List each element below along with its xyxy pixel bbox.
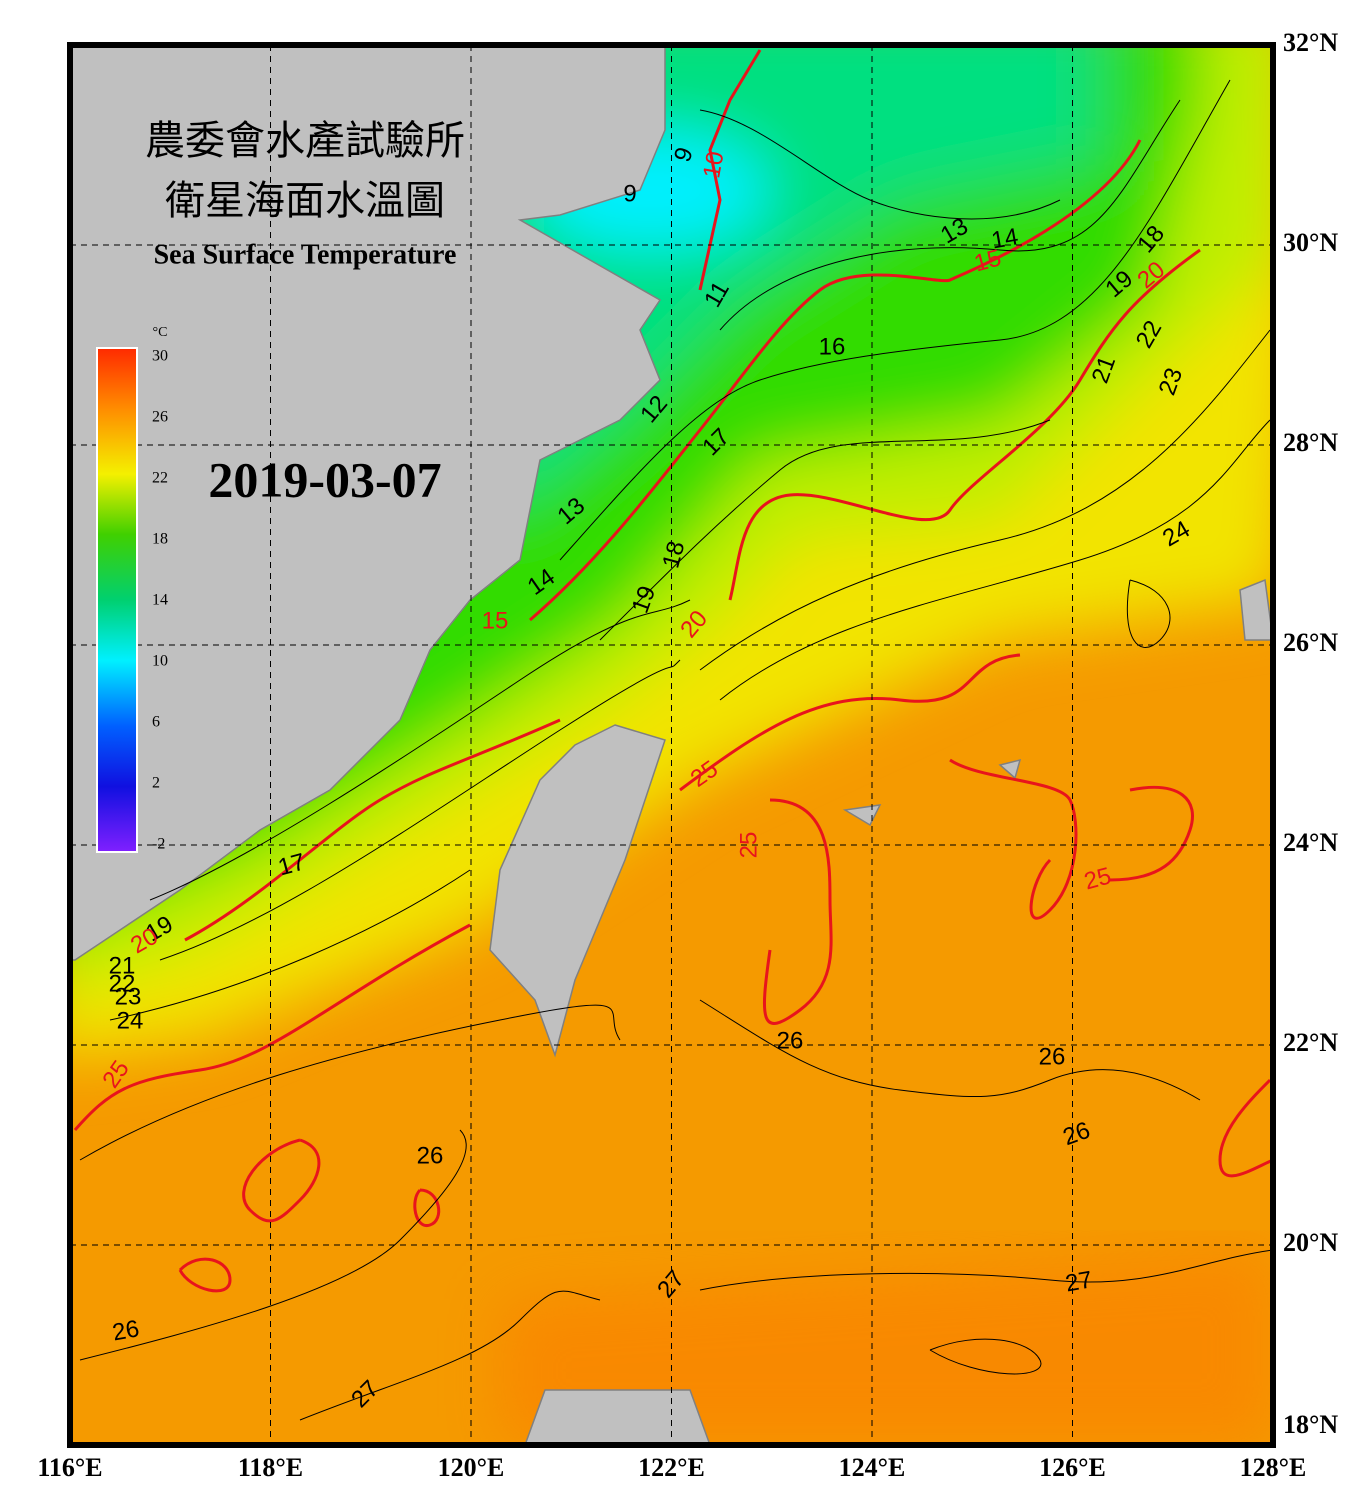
lat-tick-label: 30°N [1283, 228, 1338, 257]
lon-tick-label: 126°E [1039, 1453, 1106, 1482]
lat-tick-label: 22°N [1283, 1028, 1338, 1057]
lon-tick-label: 120°E [438, 1453, 505, 1482]
colorbar-tick-label: 30 [152, 348, 168, 365]
lat-tick-label: 24°N [1283, 828, 1338, 857]
contour-label: 16 [819, 333, 846, 360]
lat-tick-label: 20°N [1283, 1228, 1338, 1257]
graticule [69, 44, 1274, 1446]
contour-label: 21 [109, 952, 136, 979]
contour-label: 24 [117, 1007, 144, 1034]
colorbar-tick-label: 6 [152, 714, 160, 731]
lat-tick-label: 28°N [1283, 428, 1338, 457]
lon-tick-label: 116°E [37, 1453, 102, 1482]
contour-label: 9 [623, 180, 636, 207]
contour-label: 25 [735, 832, 762, 859]
map-frame [67, 42, 1276, 1448]
lat-tick-label: 32°N [1283, 28, 1338, 57]
contour-label: 22 [109, 970, 136, 997]
colorbar [96, 347, 138, 853]
colorbar-tick-label: 2 [152, 775, 160, 792]
contour-label: 10 [698, 149, 729, 180]
lat-tick-label: 18°N [1283, 1410, 1338, 1439]
colorbar-tick-label: 22 [152, 470, 168, 487]
title-zh-2: 衛星海面水溫圖 [165, 178, 445, 223]
lon-tick-label: 122°E [638, 1453, 705, 1482]
contour-label: 26 [110, 1315, 141, 1346]
contour-label: 23 [115, 983, 142, 1010]
lon-tick-label: 124°E [839, 1453, 906, 1482]
date: 2019-03-07 [208, 451, 441, 507]
contour-label: 14 [989, 223, 1020, 254]
lat-tick-label: 26°N [1283, 628, 1338, 657]
colorbar-unit: °C [153, 325, 168, 340]
colorbar-tick-label: 14 [152, 592, 168, 609]
lon-tick-label: 128°E [1240, 1453, 1307, 1482]
contour-label: 26 [417, 1142, 444, 1169]
contour-label: 26 [777, 1027, 804, 1054]
contour-label: 27 [1063, 1266, 1094, 1297]
colorbar-tick-label: 26 [152, 409, 168, 426]
colorbar-tick-label: 18 [152, 531, 168, 548]
contour-label: 26 [1039, 1043, 1066, 1070]
colorbar-tick-label: -2 [152, 836, 165, 853]
colorbar-tick-label: 10 [152, 653, 168, 670]
title-en: Sea Surface Temperature [154, 239, 457, 270]
lon-tick-label: 118°E [238, 1453, 303, 1482]
contour-label: 15 [482, 607, 509, 634]
title-zh-1: 農委會水產試驗所 [145, 118, 465, 163]
